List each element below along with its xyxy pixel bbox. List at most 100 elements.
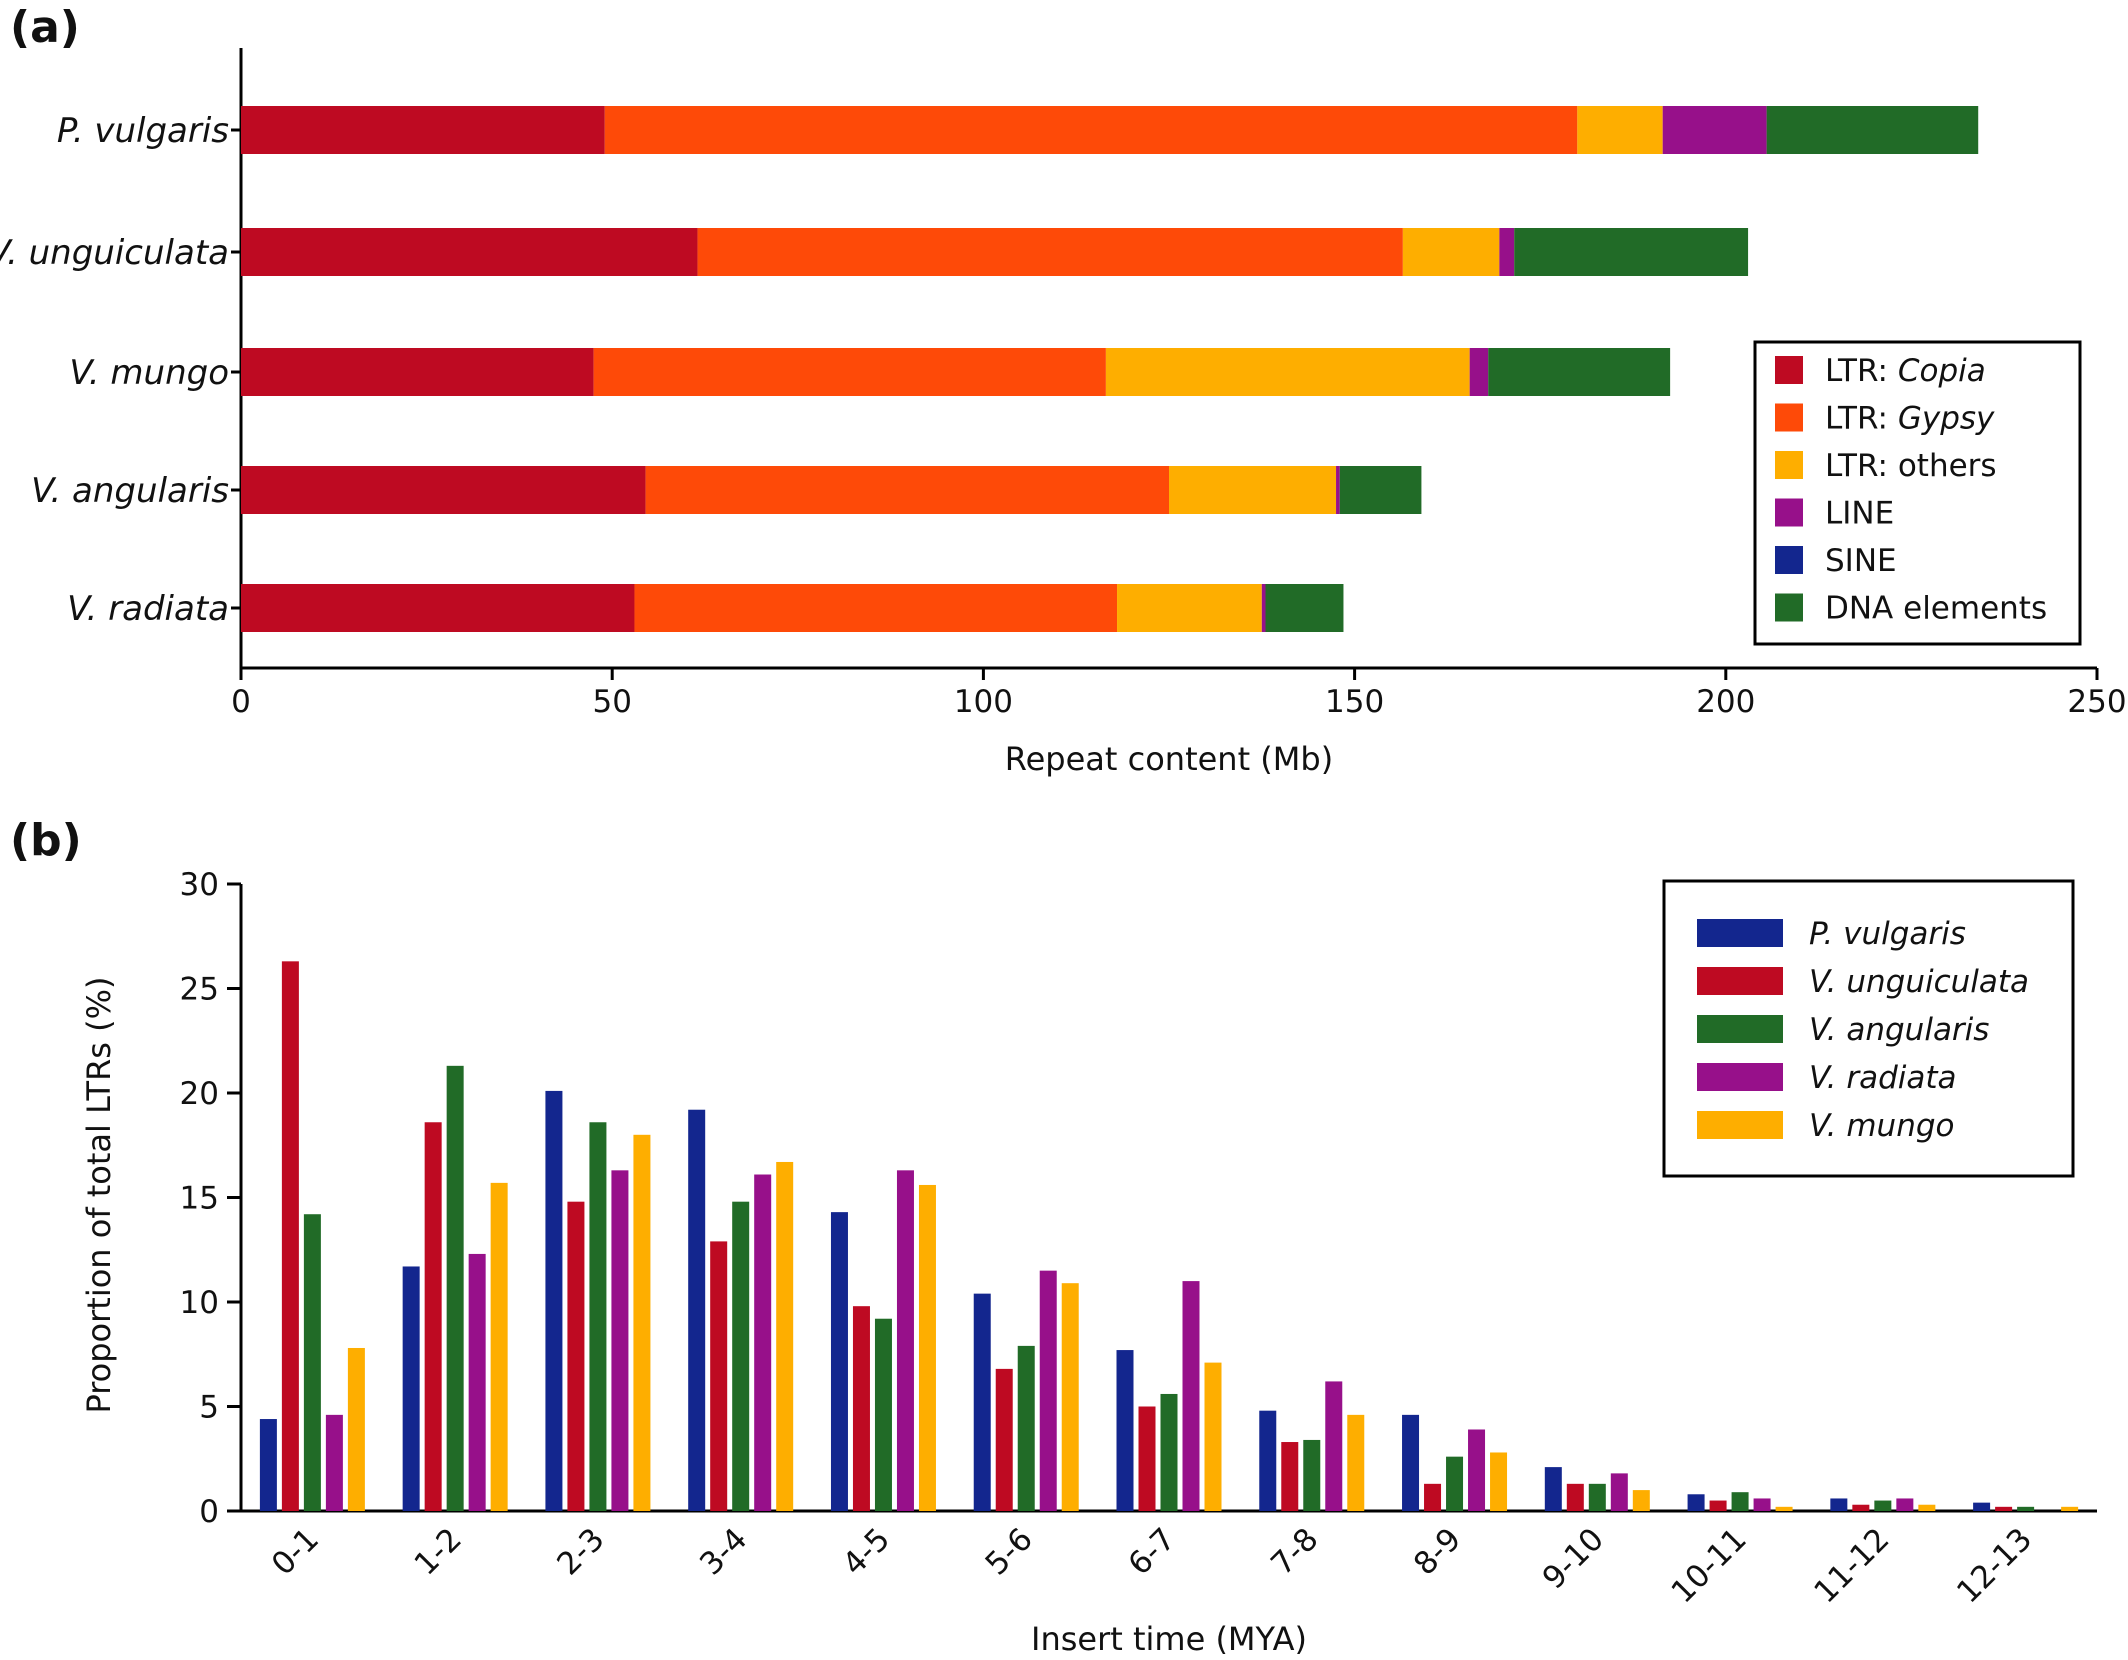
bar-1-2-v-radiata	[468, 1253, 486, 1511]
bar-4-5-v-mungo	[918, 1184, 936, 1511]
bar-v-radiata-ltr-gypsy	[634, 584, 1118, 632]
bar-v-mungo-ltr-copia	[241, 348, 594, 396]
legend-label-italic: Copia	[1898, 353, 1986, 389]
bar-11-12-v-mungo	[1918, 1504, 1936, 1511]
legend-swatch-v-unguiculata	[1697, 967, 1783, 995]
bar-v-mungo-line	[1469, 348, 1489, 396]
bar-11-12-v-radiata	[1896, 1498, 1914, 1511]
x-tick-label-0-1: 0-1	[265, 1521, 326, 1582]
bar-v-radiata-line	[1261, 584, 1266, 632]
legend-swatch-dna-elements	[1775, 593, 1803, 622]
x-tick-label-5-6: 5-6	[979, 1521, 1040, 1582]
bar-v-angularis-dna-elements	[1339, 466, 1422, 514]
x-tick-label-10-11: 10-11	[1665, 1521, 1754, 1610]
legend-swatch-ltr-copia	[1775, 356, 1803, 384]
y-tick-label-30: 30	[180, 867, 219, 903]
bar-4-5-v-unguiculata	[852, 1306, 870, 1511]
bar-0-1-p-vulgaris	[259, 1419, 277, 1511]
legend-label-p-vulgaris: P. vulgaris	[1809, 916, 1966, 952]
x-tick-label-150: 150	[1325, 684, 1384, 720]
bar-6-7-v-angularis	[1160, 1393, 1178, 1511]
legend-label-ltr-gypsy: LTR: Gypsy	[1825, 401, 1995, 437]
x-tick-label-4-5: 4-5	[836, 1521, 897, 1582]
legend-label-v-unguiculata: V. unguiculata	[1809, 964, 2029, 1000]
bar-5-6-v-mungo	[1061, 1283, 1079, 1511]
x-tick-label-250: 250	[2067, 684, 2126, 720]
bar-v-radiata-ltr-others	[1117, 584, 1262, 632]
bar-p-vulgaris-dna-elements	[1766, 106, 1979, 154]
bar-7-8-v-mungo	[1347, 1414, 1365, 1511]
y-tick-label-5: 5	[199, 1390, 219, 1426]
bar-p-vulgaris-line	[1662, 106, 1767, 154]
x-axis-title: Insert time (MYA)	[1031, 1620, 1307, 1658]
x-tick-label-9-10: 9-10	[1536, 1521, 1611, 1596]
legend-box	[1753, 340, 2082, 646]
x-tick-label-3-4: 3-4	[693, 1521, 754, 1582]
bar-6-7-v-radiata	[1182, 1281, 1200, 1511]
bar-7-8-v-unguiculata	[1281, 1442, 1299, 1511]
legend-swatch-p-vulgaris	[1697, 919, 1783, 947]
bar-0-1-v-radiata	[325, 1414, 343, 1511]
legend-label-italic: Gypsy	[1898, 401, 1995, 437]
bar-11-12-p-vulgaris	[1830, 1498, 1848, 1511]
panel-a-label: (a)	[10, 2, 80, 53]
legend-label-text: DNA elements	[1825, 591, 2047, 627]
bar-v-radiata-dna-elements	[1265, 584, 1344, 632]
bar-v-angularis-line	[1336, 466, 1340, 514]
bar-0-1-v-mungo	[347, 1347, 365, 1511]
panel-b-label: (b)	[10, 815, 82, 866]
x-tick-label-11-12: 11-12	[1807, 1521, 1896, 1610]
bar-9-10-p-vulgaris	[1544, 1467, 1562, 1511]
bar-3-4-v-angularis	[732, 1201, 750, 1511]
bar-1-2-v-angularis	[446, 1065, 464, 1511]
bar-2-3-v-mungo	[633, 1134, 651, 1511]
bar-3-4-p-vulgaris	[688, 1109, 706, 1511]
bar-3-4-v-mungo	[776, 1161, 794, 1511]
y-tick-label-25: 25	[180, 972, 219, 1008]
y-tick-label-p-vulgaris: P. vulgaris	[57, 111, 229, 151]
bar-5-6-v-unguiculata	[995, 1368, 1013, 1511]
bar-11-12-v-unguiculata	[1852, 1504, 1870, 1511]
legend-label-dna-elements: DNA elements	[1825, 591, 2047, 627]
bar-v-mungo-ltr-others	[1105, 348, 1470, 396]
x-tick-label-6-7: 6-7	[1121, 1521, 1182, 1582]
y-tick-label-v-unguiculata: V. unguiculata	[0, 233, 229, 273]
bar-p-vulgaris-ltr-gypsy	[604, 106, 1578, 154]
legend-label-v-mungo: V. mungo	[1809, 1108, 1955, 1144]
legend-label-text: LTR:	[1825, 401, 1898, 437]
bar-2-3-v-radiata	[611, 1170, 629, 1511]
y-tick-label-20: 20	[180, 1076, 219, 1112]
bar-11-12-v-angularis	[1874, 1500, 1892, 1511]
bar-10-11-v-unguiculata	[1709, 1500, 1727, 1511]
x-tick-label-8-9: 8-9	[1407, 1521, 1468, 1582]
bar-v-unguiculata-line	[1499, 228, 1515, 276]
bar-5-6-v-angularis	[1017, 1345, 1035, 1511]
bar-4-5-v-radiata	[896, 1170, 914, 1511]
bar-6-7-v-mungo	[1204, 1362, 1222, 1511]
bar-5-6-v-radiata	[1039, 1270, 1057, 1511]
legend-label-text: LTR:	[1825, 353, 1898, 389]
legend-label-text: SINE	[1825, 543, 1897, 579]
x-tick-label-50: 50	[592, 684, 631, 720]
legend-swatch-ltr-gypsy	[1775, 403, 1803, 432]
legend-label-v-angularis: V. angularis	[1809, 1012, 1989, 1048]
legend-swatch-v-radiata	[1697, 1063, 1783, 1091]
bar-7-8-p-vulgaris	[1259, 1410, 1277, 1511]
x-tick-label-0: 0	[231, 684, 251, 720]
bar-v-unguiculata-ltr-others	[1402, 228, 1500, 276]
bar-v-radiata-ltr-copia	[241, 584, 635, 632]
y-tick-label-v-mungo: V. mungo	[69, 353, 229, 393]
bar-2-3-p-vulgaris	[545, 1090, 563, 1511]
legend-label-v-radiata: V. radiata	[1809, 1060, 1957, 1096]
legend-swatch-sine	[1775, 546, 1803, 574]
bar-10-11-v-radiata	[1753, 1498, 1771, 1511]
bar-v-mungo-ltr-gypsy	[593, 348, 1106, 396]
bar-8-9-p-vulgaris	[1402, 1414, 1420, 1511]
bar-5-6-p-vulgaris	[973, 1293, 991, 1511]
legend-label-ltr-others: LTR: others	[1825, 448, 1997, 484]
legend-swatch-v-angularis	[1697, 1015, 1783, 1043]
x-tick-label-100: 100	[954, 684, 1013, 720]
bar-0-1-v-unguiculata	[281, 961, 299, 1511]
